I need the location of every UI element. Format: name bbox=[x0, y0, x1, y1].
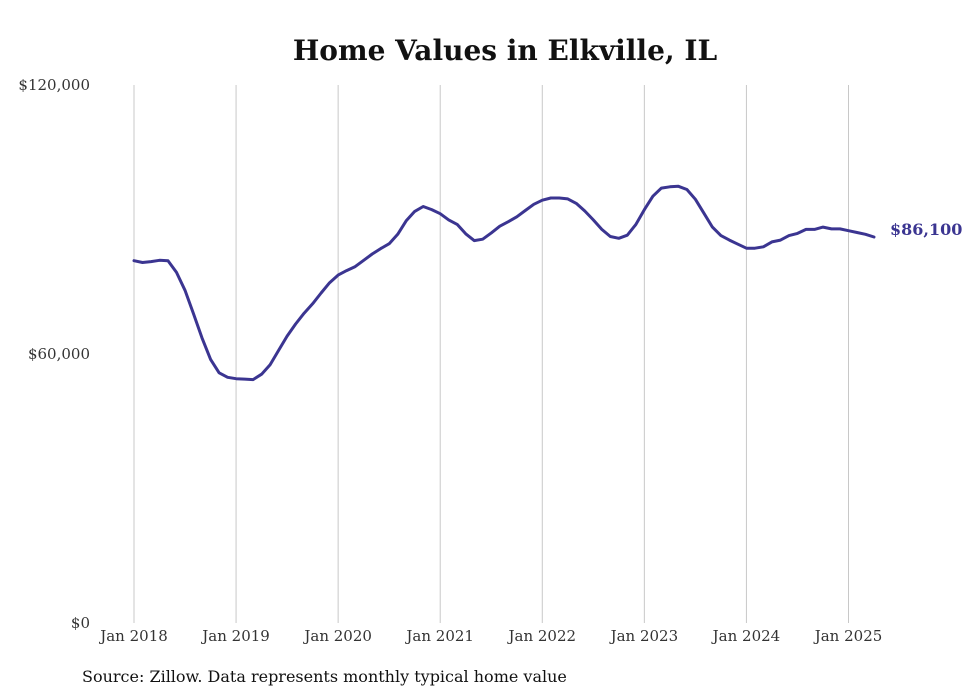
chart-title: Home Values in Elkville, IL bbox=[293, 34, 718, 67]
x-tick-label: Jan 2020 bbox=[302, 627, 372, 645]
x-tick-label: Jan 2019 bbox=[200, 627, 270, 645]
end-value-label: $86,100 bbox=[890, 220, 962, 239]
series-line bbox=[132, 184, 876, 382]
x-tick-label: Jan 2024 bbox=[711, 627, 781, 645]
y-tick-label: $0 bbox=[71, 614, 90, 632]
gridlines bbox=[133, 85, 849, 623]
y-axis-ticks: $0 $60,000 $120,000 bbox=[18, 76, 90, 632]
y-tick-label: $120,000 bbox=[18, 76, 90, 94]
x-tick-label: Jan 2022 bbox=[507, 627, 577, 645]
source-note: Source: Zillow. Data represents monthly … bbox=[82, 667, 567, 686]
series-layer bbox=[132, 184, 876, 382]
x-tick-label: Jan 2025 bbox=[813, 627, 883, 645]
x-axis-ticks: Jan 2018 Jan 2019 Jan 2020 Jan 2021 Jan 2022… bbox=[98, 627, 882, 645]
x-tick-label: Jan 2023 bbox=[609, 627, 679, 645]
x-tick-label: Jan 2018 bbox=[98, 627, 168, 645]
x-tick-label: Jan 2021 bbox=[404, 627, 474, 645]
y-tick-label: $60,000 bbox=[28, 345, 90, 363]
